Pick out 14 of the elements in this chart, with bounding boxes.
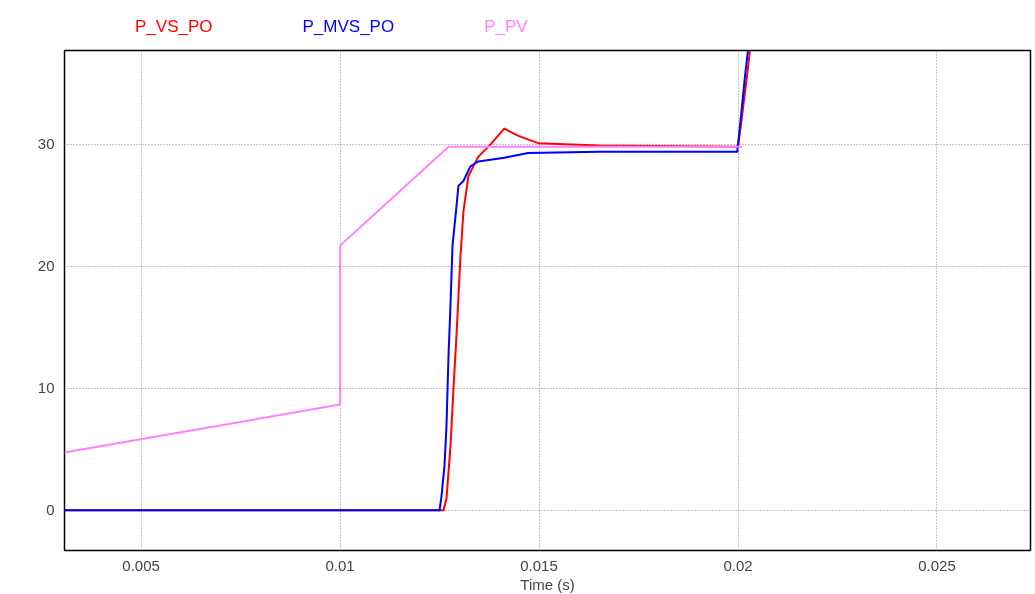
y-tick-label: 0 [46,501,55,519]
x-tick-label: 0.015 [520,556,558,574]
text: P_PV [484,17,528,36]
x-tick-label: 0.005 [122,556,160,574]
x-tick-label: 0.01 [325,556,355,574]
text: P_MVS_PO [302,17,395,36]
y-tick-label: 10 [37,379,55,397]
x-tick-label: 0.02 [723,556,753,574]
x-tick-label: 0.025 [918,556,956,574]
y-tick-label: 30 [37,135,55,153]
text: P_VS_PO [135,17,213,36]
y-tick-label: 20 [37,257,55,275]
x-axis-title: Time (s) [520,575,575,593]
line-series [64,145,743,454]
